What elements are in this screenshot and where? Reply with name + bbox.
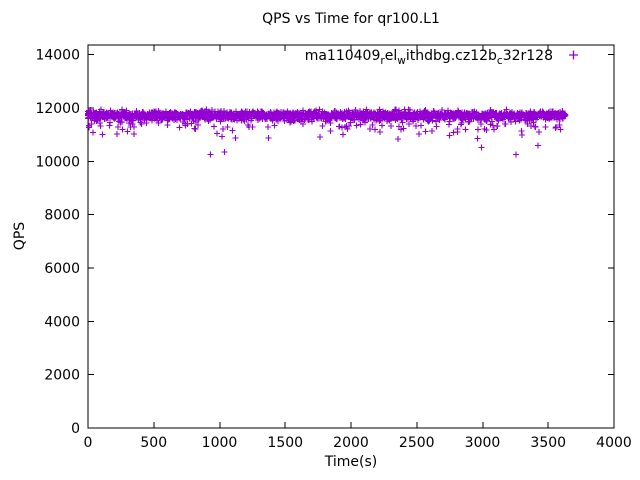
- axis-ticks: [87, 45, 615, 429]
- y-tick-label: 10000: [35, 154, 80, 170]
- y-tick-label: 6000: [44, 261, 80, 277]
- y-tick-label: 12000: [35, 101, 80, 117]
- y-tick-labels: 0 2000 4000 6000 8000 10000 12000 14000: [35, 48, 80, 437]
- scatter-points-path: [85, 106, 569, 158]
- y-tick-label: 14000: [35, 48, 80, 64]
- y-tick-label: 4000: [44, 314, 80, 330]
- legend: ma110409relwithdbg.cz12bc32r128: [305, 48, 578, 67]
- x-tick-label: 3000: [465, 435, 501, 451]
- y-tick-label: 0: [71, 421, 80, 437]
- legend-label: ma110409relwithdbg.cz12bc32r128: [305, 48, 553, 67]
- y-tick-label: 2000: [44, 368, 80, 384]
- x-tick-label: 3500: [530, 435, 566, 451]
- plot-border: [87, 44, 615, 429]
- x-tick-label: 0: [84, 435, 93, 451]
- x-tick-label: 2000: [333, 435, 369, 451]
- x-tick-label: 2500: [399, 435, 435, 451]
- y-tick-label: 8000: [44, 208, 80, 224]
- x-tick-label: 1000: [202, 435, 238, 451]
- x-tick-label: 1500: [267, 435, 303, 451]
- y-axis-label: QPS: [12, 222, 28, 250]
- x-tick-label: 4000: [596, 435, 632, 451]
- chart-title: QPS vs Time for qr100.L1: [262, 11, 440, 27]
- legend-plus-marker-icon: [569, 50, 578, 60]
- x-tick-labels: 0 500 1000 1500 2000 2500 3000 3500 4000: [84, 435, 632, 451]
- x-tick-label: 500: [140, 435, 167, 451]
- data-points: [85, 106, 569, 158]
- x-axis-label: Time(s): [324, 454, 377, 470]
